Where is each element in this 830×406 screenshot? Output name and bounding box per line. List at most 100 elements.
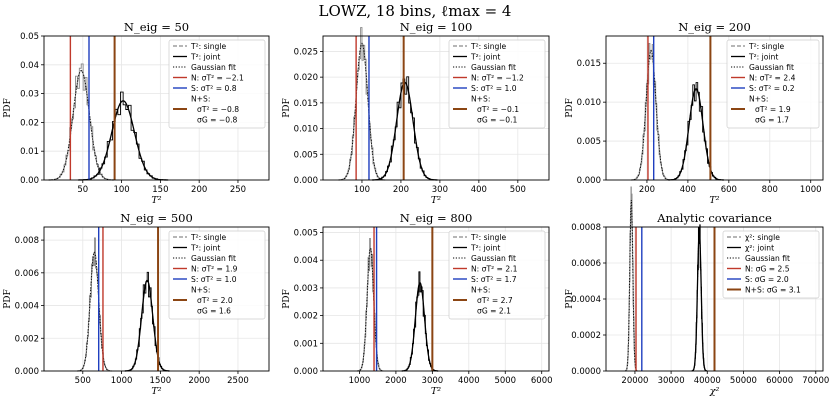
gaussian-fit-single xyxy=(631,49,671,181)
legend-box xyxy=(168,230,266,320)
subplot-title: N_eig = 50 xyxy=(124,20,189,34)
legend-entry: S: σT² = 1.0 xyxy=(471,84,517,93)
y-tick-label: 0.005 xyxy=(577,137,601,147)
legend-entry: Gaussian fit xyxy=(191,254,236,263)
y-tick-label: 0.00 xyxy=(20,176,39,186)
subplot-title: N_eig = 100 xyxy=(400,20,473,34)
y-axis-label: PDF xyxy=(565,98,575,118)
x-tick-label: 2500 xyxy=(227,376,249,386)
y-tick-label: 0.000 xyxy=(577,176,601,186)
legend-entry: N: σT² = 2.1 xyxy=(471,265,518,274)
x-tick-label: 3000 xyxy=(422,376,444,386)
y-tick-label: 0.002 xyxy=(15,334,39,344)
subplot-title: N_eig = 200 xyxy=(678,20,751,34)
y-tick-label: 0.0004 xyxy=(571,295,601,305)
y-tick-label: 0.005 xyxy=(294,150,318,160)
legend-entry: N+S: xyxy=(749,95,768,104)
subplot-title: N_eig = 800 xyxy=(400,211,473,225)
x-tick-label: 20000 xyxy=(621,376,648,386)
legend-entry: Gaussian fit xyxy=(745,254,790,263)
legend-entry: Gaussian fit xyxy=(749,63,794,72)
x-tick-label: 250 xyxy=(230,185,246,195)
y-tick-label: 0.015 xyxy=(294,99,318,109)
y-tick-label: 0.003 xyxy=(294,284,318,294)
y-tick-label: 0.008 xyxy=(15,236,39,246)
legend-entry: N: σT² = 1.9 xyxy=(191,265,238,274)
legend-entry: T²: joint xyxy=(470,244,500,253)
legend-entry: N: σG = 2.5 xyxy=(745,265,790,274)
legend-entry: S: σT² = 0.2 xyxy=(749,84,795,93)
x-tick-label: 1000 xyxy=(111,376,133,386)
axes-frame xyxy=(322,226,550,372)
x-tick-label: 6000 xyxy=(531,376,553,386)
y-tick-label: 0.005 xyxy=(294,229,318,239)
y-tick-label: 0.03 xyxy=(20,90,39,100)
legend-entry: S: σT² = 0.8 xyxy=(191,84,237,93)
axes-frame xyxy=(43,226,270,372)
legend-entry: N: σT² = −2.1 xyxy=(191,74,244,83)
x-tick-label: 500 xyxy=(510,185,526,195)
x-tick-label: 5000 xyxy=(494,376,516,386)
x-tick-label: 60000 xyxy=(766,376,793,386)
legend-entry: Gaussian fit xyxy=(471,254,516,263)
legend-entry: S: σG = 2.0 xyxy=(745,275,789,284)
y-tick-label: 0.0008 xyxy=(571,223,601,233)
x-axis-label: T² xyxy=(709,195,719,206)
histogram-single xyxy=(630,42,672,181)
subplot-1: 50 100 150 200 250 0.00 0.01 0.02 0.03 0.04 0.05 N_… xyxy=(3,20,270,206)
x-tick-label: 2000 xyxy=(385,376,407,386)
y-tick-label: 0.04 xyxy=(20,61,39,71)
gaussian-fit-single xyxy=(625,199,638,372)
histogram-joint xyxy=(124,271,170,372)
x-tick-label: 600 xyxy=(721,185,737,195)
y-tick-label: 0.004 xyxy=(294,256,318,266)
y-tick-label: 0.020 xyxy=(294,73,318,83)
x-tick-label: 300 xyxy=(432,185,448,195)
y-tick-label: 0.0006 xyxy=(571,259,601,269)
x-tick-label: 100 xyxy=(113,185,129,195)
y-tick-label: 0.025 xyxy=(294,47,318,57)
x-tick-label: 400 xyxy=(680,185,696,195)
gaussian-fit-single xyxy=(338,42,386,181)
figure-suptitle: LOWZ, 18 bins, ℓmax = 4 xyxy=(319,2,512,20)
legend-entry: σT² = −0.1 xyxy=(477,105,519,114)
x-axis-label: T² xyxy=(431,195,441,206)
legend-entry: σG = 1.6 xyxy=(197,307,231,316)
legend-entry: T²: joint xyxy=(190,53,220,62)
y-tick-label: 0.006 xyxy=(15,269,39,279)
legend-entry: Gaussian fit xyxy=(471,63,516,72)
y-tick-label: 0.0000 xyxy=(571,367,601,377)
x-axis-label: T² xyxy=(151,195,161,206)
y-tick-label: 0.01 xyxy=(20,147,39,157)
gaussian-fit-joint xyxy=(668,88,724,181)
legend-entry: σG = 1.7 xyxy=(755,116,789,125)
legend-entry: σT² = 2.0 xyxy=(197,296,233,305)
legend-box xyxy=(722,230,820,299)
gaussian-fit-joint xyxy=(691,231,707,372)
y-tick-label: 0.010 xyxy=(294,125,318,135)
y-axis-label: PDF xyxy=(282,289,292,309)
legend-entry: T²: single xyxy=(190,233,226,242)
legend-entry: σG = −0.8 xyxy=(197,116,237,125)
fit-curve-joint xyxy=(372,81,438,181)
legend-entry: N: σT² = −1.2 xyxy=(471,74,524,83)
legend-entry: χ²: joint xyxy=(745,244,774,253)
axes-frame xyxy=(322,35,550,181)
gaussian-fit-joint xyxy=(78,100,169,181)
fit-curve-joint xyxy=(124,279,170,372)
subplot-5: 1000 2000 3000 4000 5000 6000 0.000 0.001 0.002 0… xyxy=(282,211,553,397)
y-axis-label: PDF xyxy=(565,289,575,309)
y-axis-label: PDF xyxy=(3,98,13,118)
x-tick-label: 30000 xyxy=(658,376,685,386)
histogram-joint xyxy=(667,82,725,181)
y-tick-label: 0.0002 xyxy=(571,331,601,341)
axes-frame xyxy=(605,35,824,181)
x-axis-label: T² xyxy=(431,386,441,397)
x-tick-label: 800 xyxy=(762,185,778,195)
x-tick-label: 70000 xyxy=(802,376,829,386)
x-tick-label: 2000 xyxy=(188,376,210,386)
